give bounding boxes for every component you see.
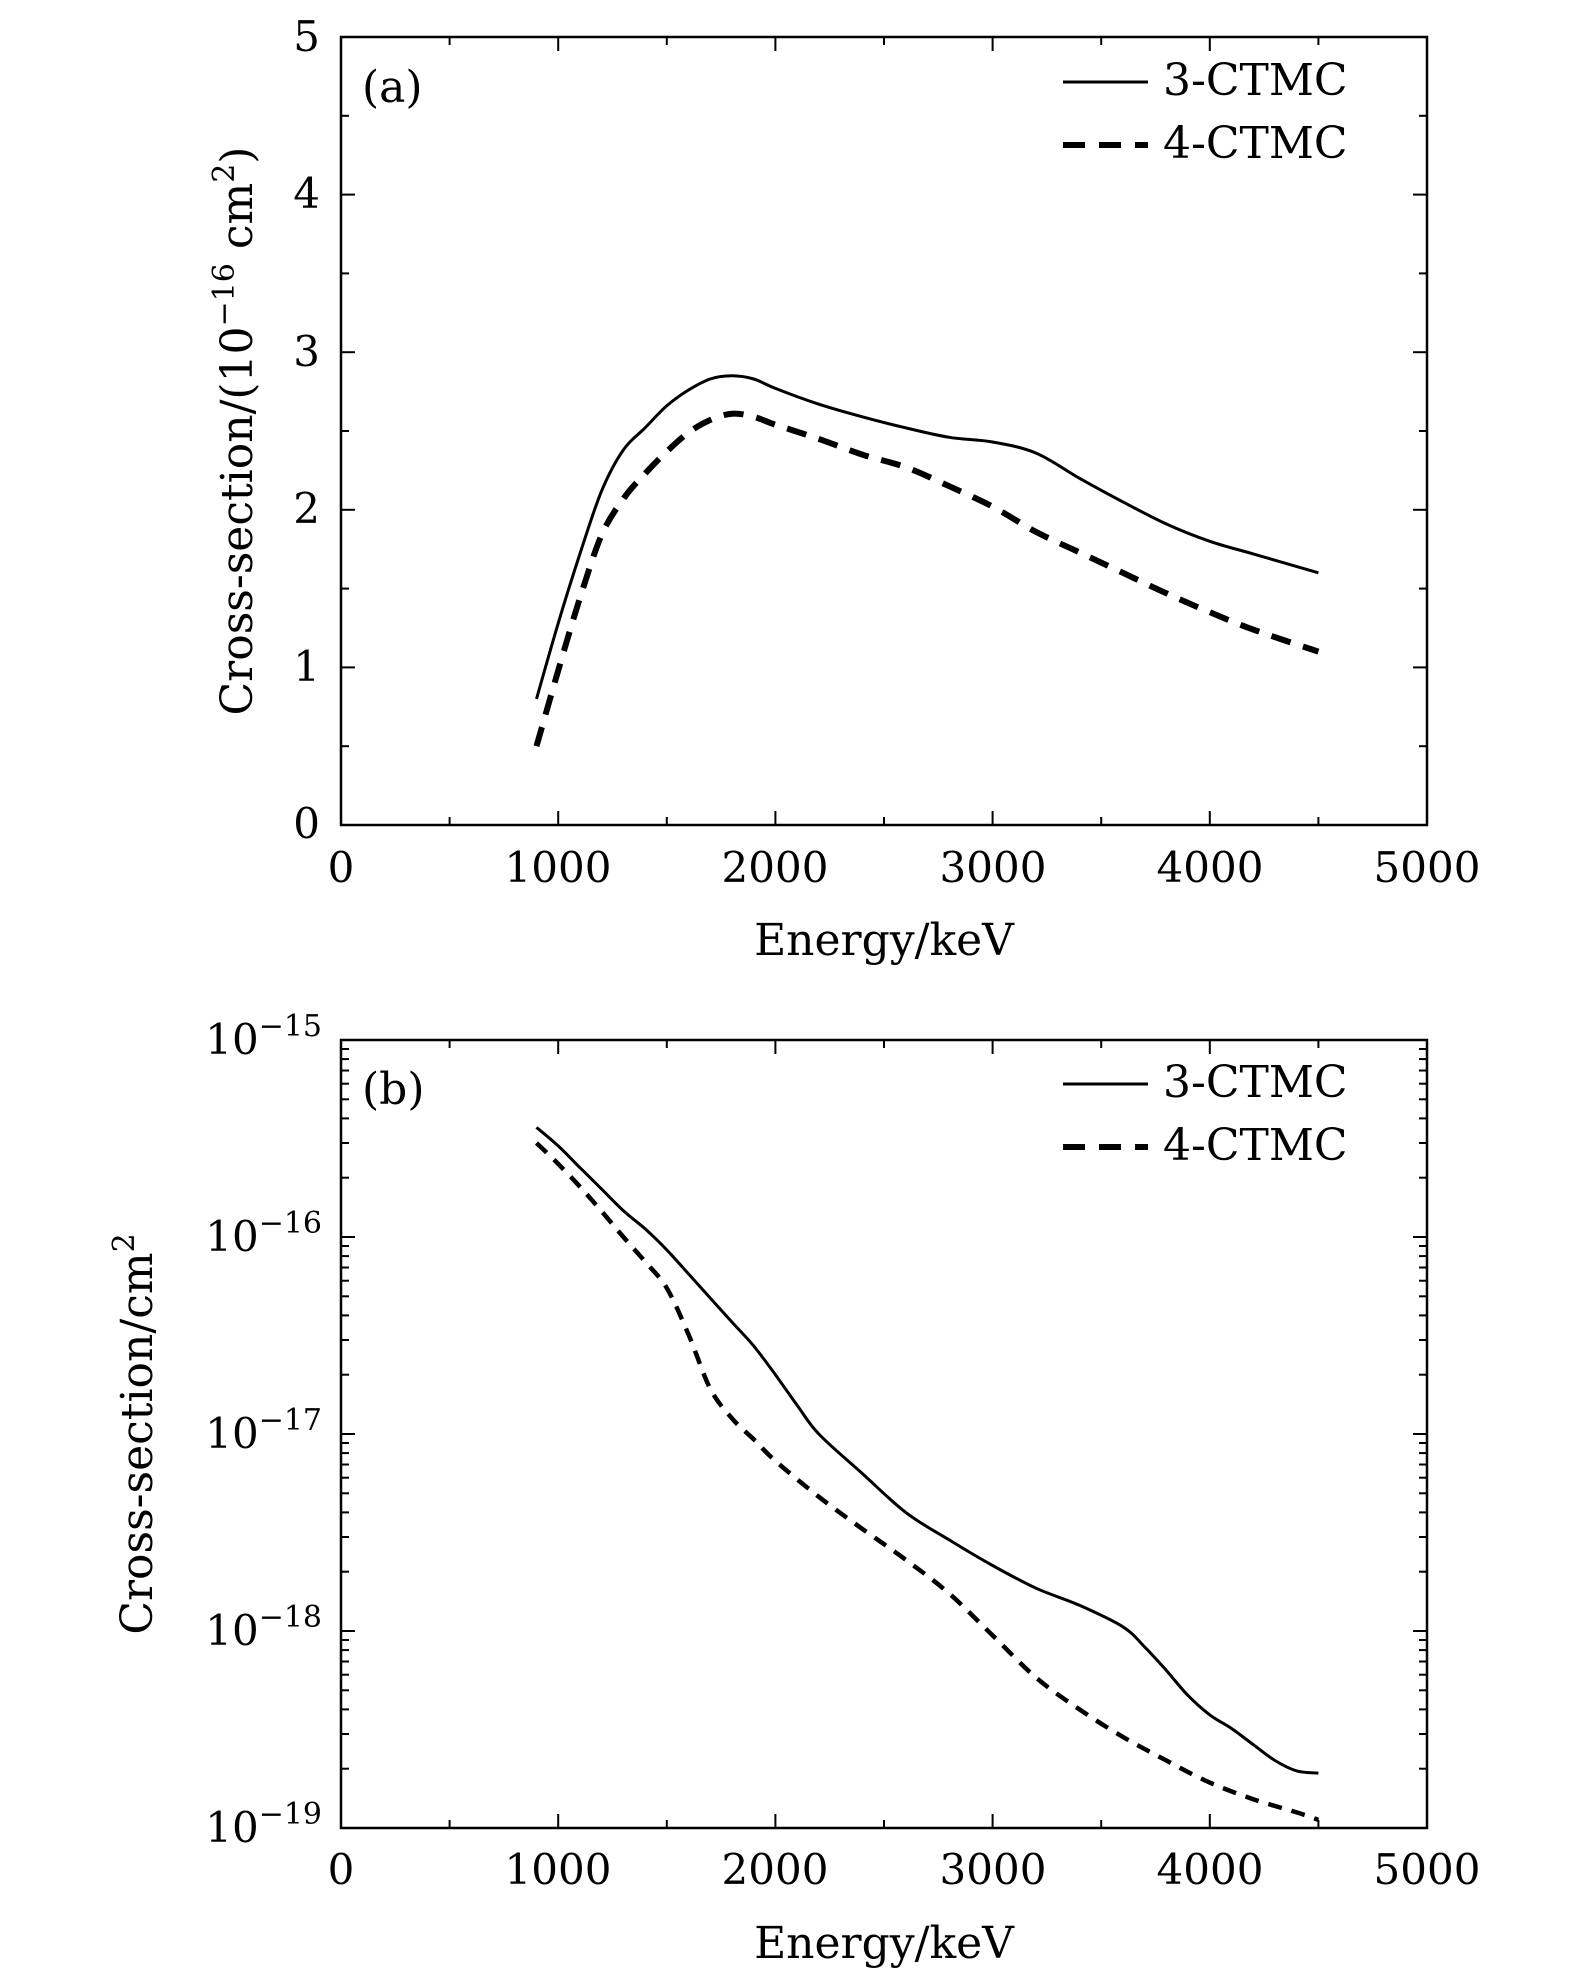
y-tick-label-a-0: 0 [293,799,320,848]
panel-label-a: (a) [362,62,423,113]
y-axis-label-b: Cross-section/cm2 [107,1233,163,1634]
y-axis-label-a-unit-exp: 2 [207,164,242,183]
y-tick-label-a-4: 4 [293,169,320,218]
panel-a: (a) 0 1000 2000 3000 4000 5000 0 1 2 3 4… [207,12,1480,966]
legend-label-a-3ctmc: 3-CTMC [1163,55,1348,106]
y-tick-label-b-1e-18-exp: −18 [259,1600,322,1635]
series-line-b-4ctmc [534,1141,1320,1822]
y-tick-label-a-2: 2 [293,484,320,533]
y-tick-label-b-1e-17-exp: −17 [259,1403,322,1438]
y-axis-label-a-unit: cm [212,183,263,263]
x-tick-label-b-4000: 4000 [1157,1845,1264,1894]
legend-a: 3-CTMC 4-CTMC [1063,55,1348,169]
y-tick-label-b-1e-16: 10−16 [205,1206,322,1261]
x-tick-label-a-2000: 2000 [722,843,829,892]
x-tick-label-a-4000: 4000 [1157,843,1264,892]
y-axis-label-a-exp: −16 [207,263,242,326]
y-tick-label-b-1e-18-base: 10 [205,1606,258,1655]
panel-label-b: (b) [362,1064,425,1115]
y-tick-label-b-1e-19-exp: −19 [259,1797,322,1832]
y-axis-label-a-close: ) [212,147,263,164]
x-axis-label-a: Energy/keV [754,915,1015,966]
legend-label-a-4ctmc: 4-CTMC [1163,118,1348,169]
y-tick-label-b-1e-15-base: 10 [205,1015,258,1064]
y-tick-label-b-1e-18: 10−18 [205,1600,322,1655]
panel-b: (b) 0 1000 2000 3000 4000 5000 10−19 10−… [107,1009,1480,1969]
y-axis-label-b-main: Cross-section/cm [112,1252,163,1634]
y-tick-label-b-1e-16-exp: −16 [259,1206,322,1241]
legend-label-b-4ctmc: 4-CTMC [1163,1120,1348,1171]
y-tick-label-a-5: 5 [293,12,320,61]
x-tick-label-a-5000: 5000 [1374,843,1481,892]
y-tick-label-b-1e-15-exp: −15 [259,1009,322,1044]
y-axis-label-b-exp: 2 [107,1233,142,1252]
tick-marks-a [340,36,1428,826]
x-tick-label-b-5000: 5000 [1374,1845,1481,1894]
y-tick-label-b-1e-15: 10−15 [205,1009,322,1064]
y-tick-label-b-1e-17-base: 10 [205,1409,258,1458]
x-tick-label-a-1000: 1000 [505,843,612,892]
series-line-a-4ctmc [533,410,1320,748]
series-group-a [533,374,1320,748]
y-tick-label-b-1e-19-base: 10 [205,1803,258,1852]
series-group-b [534,1126,1320,1822]
x-tick-label-b-1000: 1000 [505,1845,612,1894]
y-tick-label-b-1e-17: 10−17 [205,1403,322,1458]
y-axis-label-a-main: Cross-section/(10 [212,326,263,715]
y-tick-label-b-1e-19: 10−19 [205,1797,322,1852]
x-tick-label-b-2000: 2000 [722,1845,829,1894]
legend-b: 3-CTMC 4-CTMC [1063,1057,1348,1171]
series-line-a-3ctmc [535,374,1319,700]
y-tick-label-a-3: 3 [293,327,320,376]
x-tick-label-b-3000: 3000 [940,1845,1047,1894]
series-line-b-3ctmc [535,1126,1319,1775]
y-tick-label-b-1e-16-base: 10 [205,1212,258,1261]
x-tick-label-a-3000: 3000 [940,843,1047,892]
tick-marks-b [340,1039,1428,1829]
x-axis-label-b: Energy/keV [754,1918,1015,1969]
legend-label-b-3ctmc: 3-CTMC [1163,1057,1348,1108]
x-tick-label-a-0: 0 [328,843,355,892]
y-tick-label-a-1: 1 [293,642,320,691]
x-tick-label-b-0: 0 [328,1845,355,1894]
y-axis-label-a: Cross-section/(10−16 cm2) [207,147,263,716]
